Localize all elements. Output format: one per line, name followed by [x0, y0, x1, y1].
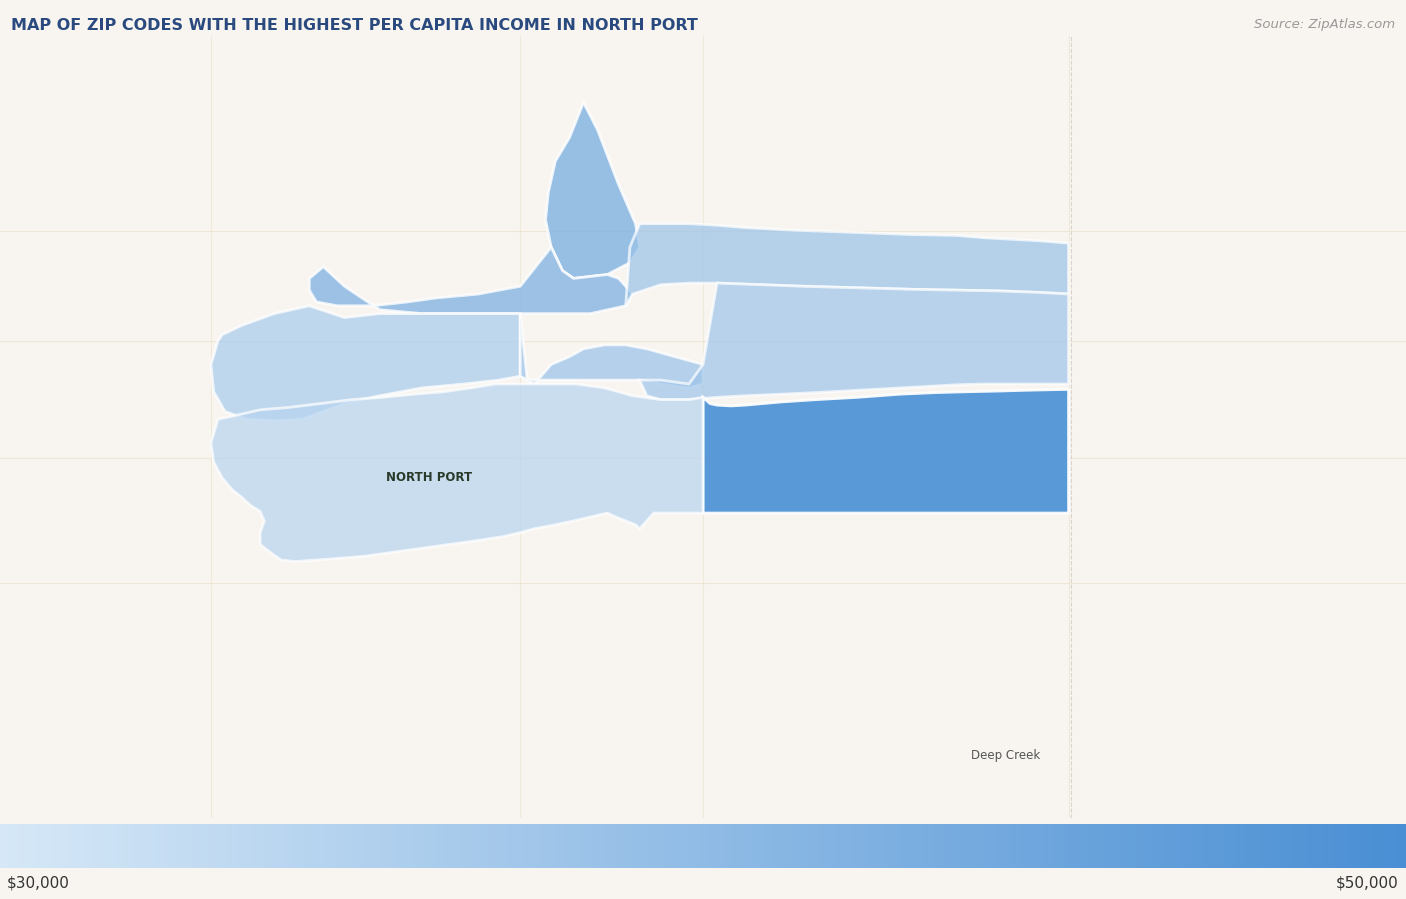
Polygon shape — [520, 314, 703, 388]
Polygon shape — [211, 384, 703, 562]
Polygon shape — [703, 389, 1069, 513]
Polygon shape — [309, 247, 633, 314]
Polygon shape — [546, 102, 640, 279]
Text: Deep Creek: Deep Creek — [970, 749, 1040, 762]
Text: $50,000: $50,000 — [1336, 876, 1399, 890]
Text: NORTH PORT: NORTH PORT — [385, 471, 472, 485]
Polygon shape — [626, 224, 1069, 306]
Text: MAP OF ZIP CODES WITH THE HIGHEST PER CAPITA INCOME IN NORTH PORT: MAP OF ZIP CODES WITH THE HIGHEST PER CA… — [11, 18, 699, 33]
Polygon shape — [211, 306, 520, 421]
Polygon shape — [640, 283, 1069, 400]
Text: $30,000: $30,000 — [7, 876, 70, 890]
Text: Source: ZipAtlas.com: Source: ZipAtlas.com — [1254, 18, 1395, 31]
